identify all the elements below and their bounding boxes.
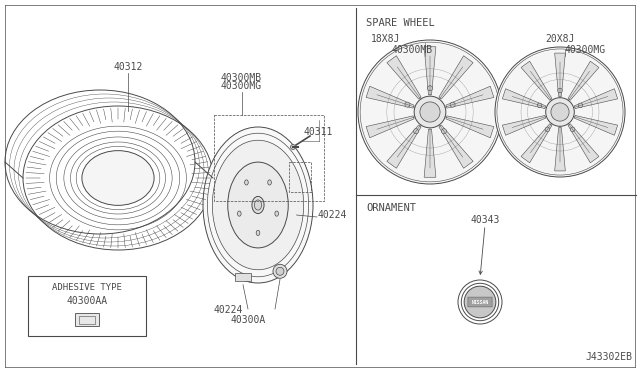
Ellipse shape — [275, 211, 278, 216]
Text: 40300A: 40300A — [230, 315, 266, 325]
Polygon shape — [446, 116, 494, 138]
Polygon shape — [521, 124, 552, 163]
Circle shape — [546, 98, 574, 126]
Polygon shape — [568, 61, 599, 100]
Circle shape — [578, 103, 582, 108]
Circle shape — [464, 286, 496, 318]
Ellipse shape — [212, 140, 303, 270]
Polygon shape — [387, 125, 421, 168]
Circle shape — [420, 102, 440, 122]
Text: 40300MB: 40300MB — [221, 73, 262, 83]
Polygon shape — [387, 56, 421, 99]
Ellipse shape — [203, 127, 313, 283]
Circle shape — [495, 47, 625, 177]
Text: ORNAMENT: ORNAMENT — [366, 203, 416, 213]
Bar — [75, 313, 99, 326]
Text: ADHESIVE TYPE: ADHESIVE TYPE — [52, 283, 122, 292]
Circle shape — [414, 96, 446, 128]
Polygon shape — [446, 86, 494, 108]
Text: 40300MG: 40300MG — [221, 81, 262, 91]
Circle shape — [557, 88, 563, 93]
Circle shape — [291, 144, 296, 150]
Text: 40312: 40312 — [113, 62, 143, 72]
Polygon shape — [366, 86, 414, 108]
Text: 40300AA: 40300AA — [67, 296, 108, 306]
Text: NISSAN: NISSAN — [472, 299, 488, 305]
Ellipse shape — [228, 162, 288, 248]
Text: SPARE WHEEL: SPARE WHEEL — [366, 18, 435, 28]
Polygon shape — [502, 89, 546, 109]
Circle shape — [276, 267, 284, 275]
FancyBboxPatch shape — [468, 297, 492, 307]
Ellipse shape — [255, 200, 262, 210]
Text: 40300MB: 40300MB — [392, 45, 433, 55]
Polygon shape — [366, 116, 414, 138]
Polygon shape — [424, 47, 436, 95]
Polygon shape — [568, 124, 599, 163]
Ellipse shape — [268, 180, 271, 185]
Circle shape — [428, 86, 433, 91]
Text: 40300MG: 40300MG — [565, 45, 606, 55]
Circle shape — [551, 103, 569, 121]
Circle shape — [405, 102, 410, 107]
Bar — [289, 162, 311, 192]
Circle shape — [450, 102, 455, 107]
Text: J43302EB: J43302EB — [585, 352, 632, 362]
Text: 20X8J: 20X8J — [545, 34, 574, 44]
Polygon shape — [555, 128, 565, 171]
Text: 40224: 40224 — [318, 210, 348, 220]
Text: 40311: 40311 — [304, 127, 333, 137]
Polygon shape — [502, 115, 546, 135]
Bar — [235, 273, 251, 281]
Bar — [28, 276, 146, 336]
Ellipse shape — [237, 211, 241, 216]
Circle shape — [358, 40, 502, 184]
Ellipse shape — [252, 196, 264, 214]
Circle shape — [413, 129, 419, 134]
Ellipse shape — [256, 230, 260, 235]
Circle shape — [570, 127, 575, 132]
Polygon shape — [521, 61, 552, 100]
Polygon shape — [424, 129, 436, 177]
Text: 40224: 40224 — [213, 305, 243, 315]
Circle shape — [273, 264, 287, 278]
Text: 40343: 40343 — [470, 215, 500, 225]
Circle shape — [442, 129, 447, 134]
Circle shape — [545, 127, 550, 132]
Polygon shape — [439, 56, 473, 99]
Ellipse shape — [244, 180, 248, 185]
Polygon shape — [574, 115, 618, 135]
Polygon shape — [574, 89, 618, 109]
Circle shape — [538, 103, 542, 108]
Polygon shape — [439, 125, 473, 168]
Text: 18X8J: 18X8J — [371, 34, 401, 44]
Ellipse shape — [82, 151, 154, 205]
Bar — [79, 316, 95, 324]
Polygon shape — [555, 53, 565, 96]
